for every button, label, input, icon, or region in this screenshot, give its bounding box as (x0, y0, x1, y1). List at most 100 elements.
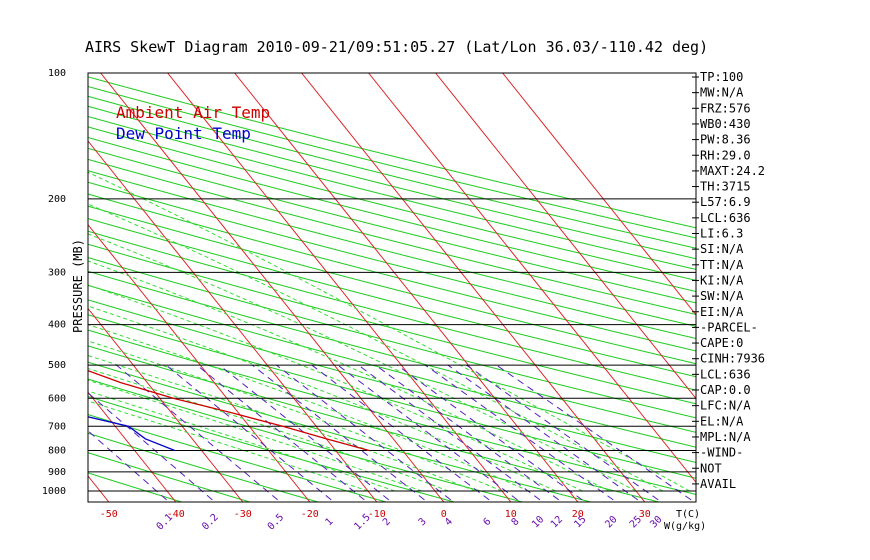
dry-adiabat-line (88, 147, 696, 304)
pressure-tick-label: 200 (48, 194, 66, 205)
moist-adiabat-line (88, 390, 395, 492)
ambient-air-temp-line (88, 369, 370, 452)
isotherm-line (167, 73, 503, 492)
mixing-ratio-tick-label: 20 (603, 514, 619, 530)
mixing-ratio-line (396, 364, 583, 501)
bottom-temperature-tick-label: 10 (505, 509, 517, 520)
dry-adiabat-line (88, 95, 696, 249)
mixing-ratio-line (358, 364, 541, 501)
side-panel-entry: EI:N/A (700, 305, 744, 319)
isotherm-line (635, 490, 646, 502)
side-panel-entry: TH:3715 (700, 180, 751, 194)
side-panel-entry: -PARCEL- (700, 320, 758, 334)
mixing-ratio-tick-labels: 0.1 0.2 0.5 1 1.5 2 3 4 6 8 10 12 15 20 25 30 (155, 512, 665, 533)
side-panel-entry: SI:N/A (700, 242, 744, 256)
moist-adiabat-line (88, 400, 369, 492)
plot-frame (87, 72, 697, 503)
pressure-tick-label: 100 (48, 68, 66, 79)
moist-adiabat-line (88, 260, 610, 492)
mixing-ratio-line (375, 364, 560, 501)
dry-adiabat-line (88, 378, 523, 502)
dry-adiabat-line (88, 257, 696, 419)
isotherm-line (88, 140, 369, 492)
side-panel-entry: CINH:7936 (700, 352, 765, 366)
mixing-ratio-line (447, 364, 639, 501)
bottom-temperature-tick-labels: -50 -40 -30 -20 -10 0 10 20 30 (100, 509, 651, 520)
mixing-ratio-tick-label: 4 (443, 516, 455, 528)
side-panel-entry: PW:8.36 (700, 133, 751, 147)
side-panel-entry: MPL:N/A (700, 430, 751, 444)
dry-adiabat-line (88, 270, 696, 433)
side-panel-entry: NOT (700, 461, 722, 475)
isotherm-line (166, 490, 177, 502)
isotherm-line (88, 391, 168, 492)
bottom-temperature-tick-label: -30 (234, 509, 252, 520)
mixing-ratio-line (337, 364, 518, 501)
side-panel-entry: -WIND- (700, 446, 743, 460)
mixing-ratio-line (88, 430, 167, 501)
pressure-tick-labels: 100 200 300 400 500 600 700 800 900 1000 (42, 68, 66, 497)
side-panel-entry: LI:6.3 (700, 227, 743, 241)
dry-adiabat-line (88, 193, 696, 352)
bottom-temperature-tick-label: 30 (639, 509, 651, 520)
background-grid (88, 73, 846, 502)
mixing-ratio-tick-label: 6 (481, 516, 493, 528)
dry-adiabat-line (88, 115, 696, 270)
isotherm-line (434, 490, 445, 502)
side-panel-entry: MW:N/A (700, 86, 744, 100)
side-panel-entry: FRZ:576 (700, 101, 751, 115)
isotherm-line (367, 490, 378, 502)
isotherm-line (837, 491, 846, 502)
bottom-temperature-tick-label: 20 (572, 509, 584, 520)
pressure-tick-label: 600 (48, 393, 66, 404)
side-panel-entry: SW:N/A (700, 289, 744, 303)
mixing-ratio-line (276, 364, 452, 501)
isotherm-line (501, 490, 512, 502)
dry-adiabat-line (88, 414, 387, 502)
side-panel-entry: WB0:430 (700, 117, 751, 131)
isotherm-line (568, 490, 579, 502)
pressure-tick-label: 700 (48, 421, 66, 432)
side-panel-entry: AVAIL (700, 477, 736, 491)
dry-adiabat-line (88, 158, 696, 316)
side-panel-entry: MAXT:24.2 (700, 164, 765, 178)
moist-adiabat-line (88, 233, 637, 492)
dry-adiabat-line (88, 105, 696, 260)
dry-adiabat-line (88, 205, 696, 365)
dry-adiabat-line (88, 85, 696, 239)
isobar-lines (88, 72, 696, 492)
mixing-ratio-tick-label: 0.5 (266, 512, 287, 533)
x-axis-label: T(C) (676, 509, 700, 520)
mixing-ratio-axis-label: W(g/kg) (664, 521, 706, 532)
pressure-tick-label: 500 (48, 360, 66, 371)
dry-adiabat-line (88, 136, 696, 293)
side-panel-entry: L57:6.9 (700, 195, 751, 209)
isotherm-line (301, 73, 637, 492)
dry-adiabat-line (88, 170, 696, 327)
dry-adiabat-line (88, 230, 696, 391)
mixing-ratio-tick-label: 10 (530, 514, 546, 530)
pressure-tick-label: 400 (48, 320, 66, 331)
mixing-ratio-line (311, 364, 490, 501)
pressure-tick-label: 1000 (42, 486, 66, 497)
mixing-ratio-line (425, 364, 614, 501)
moist-adiabat-line (88, 340, 503, 492)
moist-adiabat-line (88, 305, 556, 492)
isotherm-line (99, 490, 110, 502)
mixing-ratio-tick-label: 2 (381, 516, 393, 528)
bottom-temperature-tick-label: -10 (368, 509, 386, 520)
legend-ambient-air-temp: Ambient Air Temp (116, 103, 270, 122)
moist-adiabat-line (88, 203, 664, 492)
dry-adiabat-line (88, 181, 696, 340)
isotherm-line (300, 490, 311, 502)
mixing-ratio-line (252, 364, 425, 501)
isotherm-line (234, 73, 570, 492)
dry-adiabat-line (88, 299, 696, 464)
side-panel-entry: TT:N/A (700, 258, 744, 272)
side-panel-entry: EL:N/A (700, 414, 744, 428)
bottom-temperature-tick-label: -20 (301, 509, 319, 520)
pressure-tick-label: 300 (48, 267, 66, 278)
isotherm-line (435, 73, 696, 400)
